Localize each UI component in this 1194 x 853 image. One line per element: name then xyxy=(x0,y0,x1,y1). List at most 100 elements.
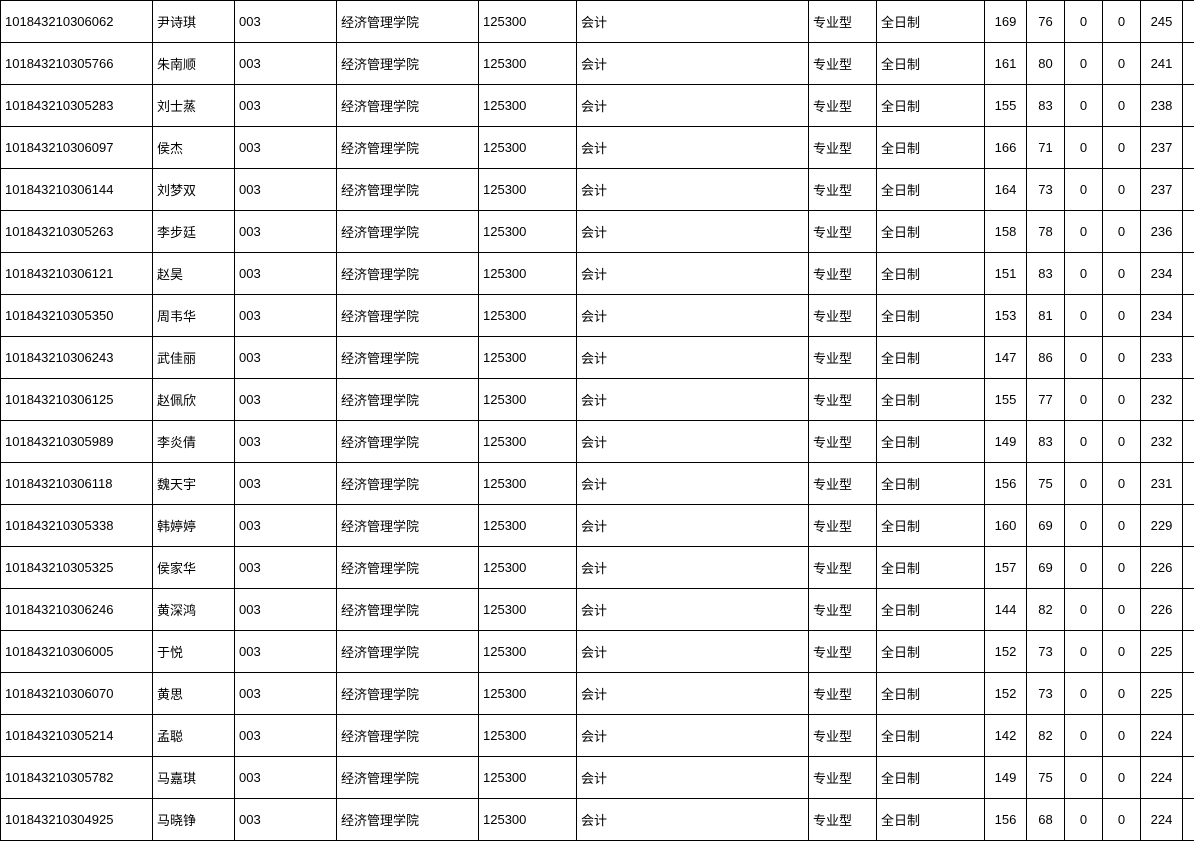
table-cell: 101843210305782 xyxy=(1,757,153,799)
table-row: 101843210305350周韦华003经济管理学院125300会计专业型全日… xyxy=(1,295,1194,337)
table-cell: 黄思 xyxy=(153,673,235,715)
table-cell: 0 xyxy=(1065,337,1103,379)
table-cell: 152 xyxy=(985,673,1027,715)
table-cell: 全日制 xyxy=(877,631,985,673)
table-cell: 0 xyxy=(1065,505,1103,547)
table-cell: 专业型 xyxy=(809,379,877,421)
table-cell: 237 xyxy=(1141,127,1183,169)
table-cell: 229 xyxy=(1141,505,1183,547)
table-cell: 101843210304925 xyxy=(1,799,153,841)
table-cell: 125300 xyxy=(479,463,577,505)
table-cell: 101843210306005 xyxy=(1,631,153,673)
table-cell: 19 xyxy=(1183,673,1194,715)
table-cell: 经济管理学院 xyxy=(337,211,479,253)
table-cell: 149 xyxy=(985,757,1027,799)
table-cell: 侯家华 xyxy=(153,547,235,589)
table-cell: 69 xyxy=(1027,547,1065,589)
table-cell: 全日制 xyxy=(877,505,985,547)
table-cell: 144 xyxy=(985,589,1027,631)
table-cell: 81 xyxy=(1027,295,1065,337)
table-cell: 101843210305338 xyxy=(1,505,153,547)
table-cell: 0 xyxy=(1103,85,1141,127)
table-cell: 专业型 xyxy=(809,43,877,85)
table-cell: 75 xyxy=(1027,463,1065,505)
table-cell: 003 xyxy=(235,673,337,715)
table-cell: 会计 xyxy=(577,127,809,169)
table-cell: 李炎倩 xyxy=(153,421,235,463)
table-cell: 14 xyxy=(1183,463,1194,505)
table-cell: 153 xyxy=(985,295,1027,337)
table-row: 101843210305325侯家华003经济管理学院125300会计专业型全日… xyxy=(1,547,1194,589)
table-cell: 125300 xyxy=(479,43,577,85)
table-cell: 经济管理学院 xyxy=(337,127,479,169)
table-cell: 会计 xyxy=(577,1,809,43)
table-row: 101843210305782马嘉琪003经济管理学院125300会计专业型全日… xyxy=(1,757,1194,799)
table-cell: 73 xyxy=(1027,169,1065,211)
table-cell: 157 xyxy=(985,547,1027,589)
table-cell: 151 xyxy=(985,253,1027,295)
table-row: 101843210305338韩婷婷003经济管理学院125300会计专业型全日… xyxy=(1,505,1194,547)
table-cell: 全日制 xyxy=(877,799,985,841)
table-cell: 全日制 xyxy=(877,547,985,589)
table-cell: 003 xyxy=(235,295,337,337)
table-cell: 尹诗琪 xyxy=(153,1,235,43)
table-row: 101843210306070黄思003经济管理学院125300会计专业型全日制… xyxy=(1,673,1194,715)
table-cell: 专业型 xyxy=(809,799,877,841)
table-cell: 会计 xyxy=(577,463,809,505)
table-cell: 9 xyxy=(1183,253,1194,295)
table-cell: 233 xyxy=(1141,337,1183,379)
table-cell: 0 xyxy=(1065,85,1103,127)
table-cell: 武佳丽 xyxy=(153,337,235,379)
table-cell: 0 xyxy=(1065,589,1103,631)
table-cell: 专业型 xyxy=(809,673,877,715)
table-row: 101843210306097侯杰003经济管理学院125300会计专业型全日制… xyxy=(1,127,1194,169)
table-cell: 0 xyxy=(1103,673,1141,715)
table-cell: 全日制 xyxy=(877,589,985,631)
table-cell: 会计 xyxy=(577,589,809,631)
table-cell: 125300 xyxy=(479,379,577,421)
table-cell: 8 xyxy=(1183,211,1194,253)
table-cell: 全日制 xyxy=(877,757,985,799)
table-cell: 245 xyxy=(1141,1,1183,43)
table-cell: 0 xyxy=(1065,673,1103,715)
table-cell: 101843210305263 xyxy=(1,211,153,253)
table-cell: 全日制 xyxy=(877,43,985,85)
table-cell: 专业型 xyxy=(809,295,877,337)
table-cell: 李步廷 xyxy=(153,211,235,253)
table-cell: 专业型 xyxy=(809,757,877,799)
table-cell: 82 xyxy=(1027,715,1065,757)
table-cell: 231 xyxy=(1141,463,1183,505)
table-cell: 会计 xyxy=(577,757,809,799)
table-cell: 0 xyxy=(1103,127,1141,169)
table-cell: 003 xyxy=(235,631,337,673)
table-cell: 经济管理学院 xyxy=(337,85,479,127)
table-cell: 会计 xyxy=(577,715,809,757)
table-cell: 0 xyxy=(1065,757,1103,799)
table-cell: 73 xyxy=(1027,673,1065,715)
table-cell: 经济管理学院 xyxy=(337,673,479,715)
table-cell: 152 xyxy=(985,631,1027,673)
table-cell: 003 xyxy=(235,127,337,169)
table-cell: 125300 xyxy=(479,421,577,463)
table-cell: 225 xyxy=(1141,631,1183,673)
table-cell: 马晓铮 xyxy=(153,799,235,841)
table-cell: 003 xyxy=(235,589,337,631)
table-cell: 专业型 xyxy=(809,253,877,295)
table-cell: 0 xyxy=(1103,211,1141,253)
table-cell: 经济管理学院 xyxy=(337,295,479,337)
table-cell: 125300 xyxy=(479,1,577,43)
table-cell: 朱南顺 xyxy=(153,43,235,85)
table-cell: 125300 xyxy=(479,547,577,589)
table-cell: 77 xyxy=(1027,379,1065,421)
table-cell: 125300 xyxy=(479,799,577,841)
table-cell: 0 xyxy=(1103,715,1141,757)
table-cell: 155 xyxy=(985,85,1027,127)
table-row: 101843210305766朱南顺003经济管理学院125300会计专业型全日… xyxy=(1,43,1194,85)
table-cell: 003 xyxy=(235,43,337,85)
table-cell: 0 xyxy=(1103,631,1141,673)
table-cell: 0 xyxy=(1065,169,1103,211)
table-cell: 赵昊 xyxy=(153,253,235,295)
table-cell: 会计 xyxy=(577,43,809,85)
table-cell: 234 xyxy=(1141,253,1183,295)
table-cell: 125300 xyxy=(479,673,577,715)
